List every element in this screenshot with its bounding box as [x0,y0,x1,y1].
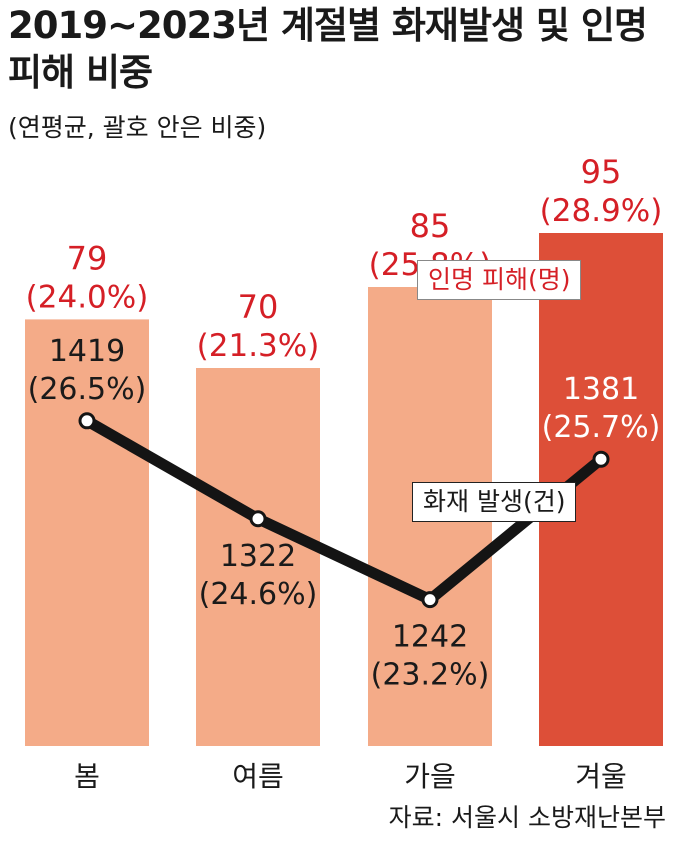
casualty-value-label: 79 [67,239,108,277]
fire-share-label: (25.7%) [542,410,661,445]
casualty-share-label: (21.3%) [197,328,320,364]
fire-value-label: 1322 [220,539,296,574]
casualty-share-label: (24.0%) [26,279,149,315]
fire-share-label: (23.2%) [371,658,490,693]
casualty-value-label: 70 [238,288,279,326]
legend-fire: 화재 발생(건) [412,482,577,522]
fire-value-label: 1381 [563,372,639,407]
fire-value-label: 1242 [392,620,468,655]
category-label: 겨울 [575,760,627,793]
source-note: 자료: 서울시 소방재난본부 [388,803,666,832]
chart-subtitle: (연평균, 괄호 안은 비중) [8,113,267,142]
fire-incident-point [78,412,96,430]
casualty-value-label: 85 [410,207,451,245]
fire-incident-point [421,591,439,609]
fire-incident-point [592,450,610,468]
bar-casualty [196,368,320,746]
line-layer [78,412,610,609]
bar-casualty [25,319,149,746]
fire-share-label: (24.6%) [199,577,318,612]
casualty-value-label: 95 [581,153,622,191]
category-label: 여름 [232,760,284,793]
chart-title: 2019~2023년 계절별 화재발생 및 인명피해 비중 [8,4,648,94]
casualty-share-label: (28.9%) [540,193,663,229]
legend-casualty: 인명 피해(명) [417,260,582,300]
category-label: 봄 [74,760,100,793]
category-label: 가을 [404,760,456,793]
fire-value-label: 1419 [49,334,125,369]
axis-layer: 봄 여름 가을 겨울 [74,760,627,793]
fire-incident-line [81,415,607,606]
fire-share-label: (26.5%) [28,372,147,407]
fire-incident-point [249,510,267,528]
